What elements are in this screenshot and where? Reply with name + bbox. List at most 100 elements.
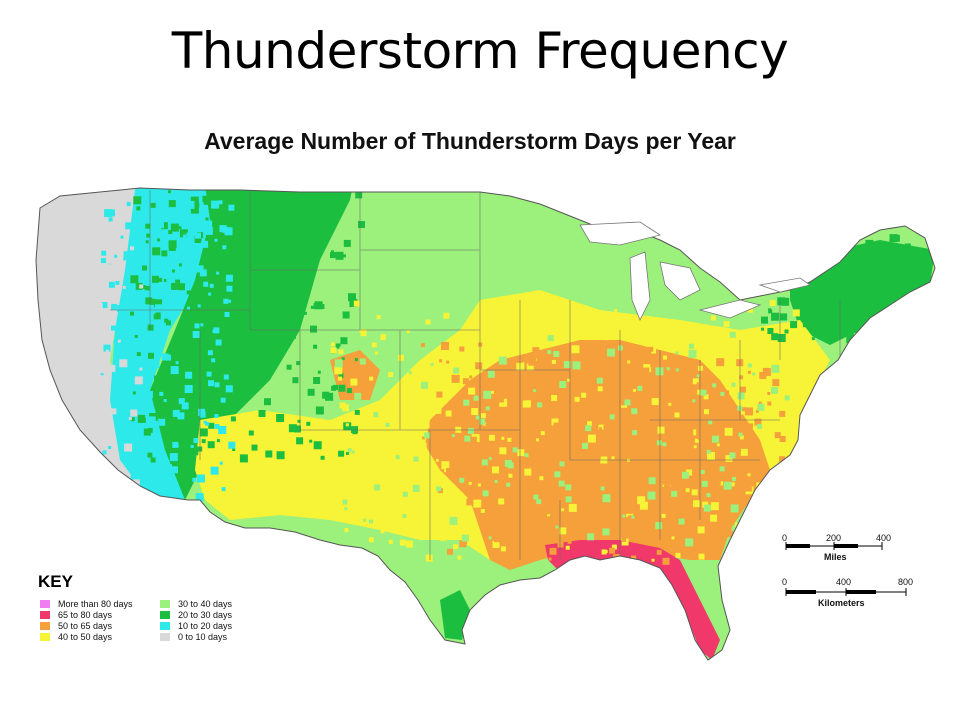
zone-speckle	[204, 326, 208, 330]
zone-speckle	[651, 558, 655, 562]
zone-speckle	[461, 534, 469, 542]
zone-speckle	[600, 354, 608, 362]
zone-speckle	[226, 285, 233, 292]
zone-speckle	[572, 376, 579, 383]
zone-speckle	[320, 455, 325, 460]
zone-speckle	[462, 378, 469, 385]
zone-speckle	[223, 374, 229, 380]
zone-speckle	[596, 377, 603, 384]
zone-speckle	[368, 537, 374, 543]
zone-speckle	[145, 240, 149, 244]
zone-speckle	[466, 498, 474, 506]
zone-speckle	[826, 270, 830, 274]
zone-speckle	[599, 427, 602, 431]
zone-speckle	[385, 422, 390, 427]
zone-speckle	[201, 306, 205, 310]
zone-speckle	[800, 310, 806, 316]
zone-speckle	[631, 555, 637, 561]
zone-speckle	[875, 266, 881, 272]
zone-speckle	[83, 389, 91, 397]
zone-speckle	[53, 205, 60, 212]
zone-speckle	[521, 492, 526, 497]
zone-speckle	[353, 300, 360, 307]
zone-speckle	[271, 306, 276, 311]
zone-speckle	[880, 272, 885, 277]
zone-speckle	[668, 402, 672, 406]
zone-speckle	[870, 306, 875, 311]
zone-speckle	[685, 538, 694, 547]
zone-speckle	[817, 332, 825, 340]
zone-speckle	[117, 305, 125, 312]
zone-speckle	[156, 436, 160, 440]
zone-speckle	[346, 451, 349, 455]
zone-speckle	[624, 399, 631, 406]
zone-speckle	[719, 481, 723, 486]
zone-speckle	[130, 472, 139, 481]
zone-speckle	[399, 419, 407, 428]
zone-speckle	[200, 323, 204, 327]
zone-speckle	[395, 455, 400, 460]
zone-speckle	[449, 516, 458, 525]
zone-speckle	[671, 536, 675, 540]
zone-speckle	[570, 518, 578, 525]
zone-speckle	[68, 490, 73, 495]
zone-speckle	[56, 332, 65, 341]
zone-speckle	[710, 514, 718, 522]
zone-speckle	[540, 431, 545, 436]
zone-speckle	[108, 364, 116, 372]
zone-speckle	[355, 358, 358, 362]
zone-speckle	[353, 332, 361, 340]
zone-speckle	[475, 362, 483, 370]
state-borders	[110, 190, 841, 560]
zone-speckle	[104, 491, 111, 498]
zone-speckle	[666, 367, 670, 371]
zone-speckle	[133, 459, 137, 463]
zone-speckle	[208, 292, 212, 296]
zone-speckle	[565, 496, 572, 503]
zone-speckle	[648, 462, 656, 470]
zone-speckle	[222, 245, 227, 250]
zone-speckle	[186, 290, 191, 295]
zone-speckle	[628, 515, 635, 522]
zone-speckle	[292, 377, 299, 384]
zone-speckle	[918, 338, 923, 343]
zone-speckle	[225, 406, 232, 413]
zone-speckle	[102, 465, 110, 473]
zone-speckle	[355, 191, 363, 199]
zone-speckle	[87, 369, 92, 374]
zone-speckle	[694, 438, 699, 443]
zone-speckle	[465, 337, 473, 345]
zone-speckle	[166, 320, 171, 326]
zone-speckle	[130, 417, 135, 422]
zone-speckle	[122, 414, 130, 422]
zone-speckle	[234, 339, 242, 347]
zone-speckle	[553, 422, 562, 431]
zone-speckle	[155, 304, 162, 312]
zone-speckle	[104, 494, 108, 498]
zone-speckle	[731, 382, 736, 387]
zone-speckle	[254, 204, 261, 211]
zone-speckle	[779, 339, 786, 346]
zone-speckle	[145, 414, 149, 418]
zone-speckle	[192, 349, 198, 355]
zone-speckle	[100, 373, 104, 377]
zone-speckle	[755, 409, 759, 413]
zone-speckle	[757, 403, 765, 411]
zone-speckle	[167, 190, 171, 194]
zone-speckle	[549, 547, 557, 555]
zone-speckle	[104, 395, 108, 399]
zone-speckle	[693, 500, 700, 508]
zone-speckle	[656, 440, 662, 446]
zone-speckle	[661, 513, 666, 518]
zone-speckle	[374, 405, 379, 410]
zone-speckle	[675, 368, 679, 372]
zone-speckle	[296, 263, 302, 269]
zone-speckle	[512, 447, 518, 453]
zone-speckle	[504, 459, 512, 467]
zone-speckle	[786, 510, 793, 517]
zone-speckle	[479, 418, 486, 425]
zone-speckle	[338, 373, 344, 378]
zone-speckle	[271, 207, 276, 211]
zone-speckle	[873, 254, 877, 258]
zone-speckle	[436, 391, 443, 398]
